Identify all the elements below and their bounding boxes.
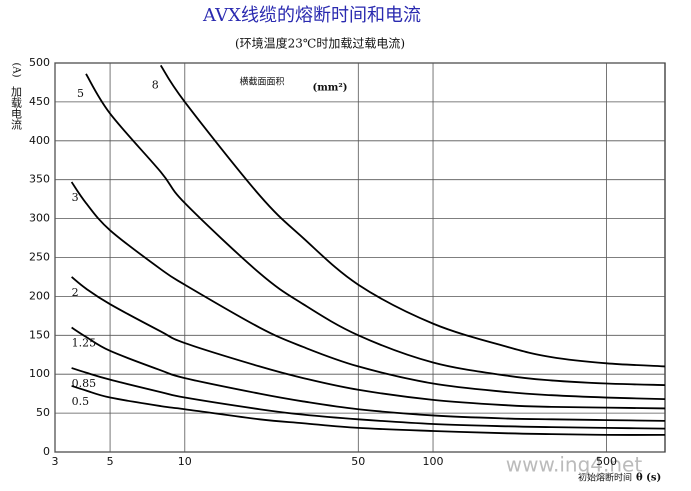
- y-tick-label: 100: [29, 367, 50, 380]
- y-tick-label: 200: [29, 289, 50, 302]
- series-label: 0.5: [72, 395, 90, 408]
- x-axis-unit: θ (s): [636, 473, 661, 484]
- series-label: 3: [72, 191, 79, 204]
- x-axis-label: 初始熔断时间: [578, 472, 632, 484]
- y-axis-label: 加载电流: [10, 86, 23, 130]
- series-line: [71, 385, 666, 436]
- series-label: 5: [77, 87, 84, 100]
- x-tick-label: 10: [178, 455, 192, 468]
- y-tick-label: 300: [29, 212, 50, 225]
- series-line: [71, 326, 666, 422]
- series-label: 8: [152, 78, 159, 91]
- y-tick-label: 500: [29, 56, 50, 69]
- series-line: [159, 64, 666, 368]
- series-label: 2: [72, 286, 79, 299]
- y-tick-label: 150: [29, 328, 50, 341]
- series-line: [71, 367, 666, 430]
- chart-title: AVX线缆的熔断时间和电流: [202, 5, 421, 26]
- y-axis-unit: (A): [11, 62, 22, 77]
- y-tick-label: 450: [29, 95, 50, 108]
- y-tick-label: 350: [29, 173, 50, 186]
- series-line: [70, 181, 666, 400]
- x-tick-label: 50: [351, 455, 365, 468]
- series-label: 1.25: [72, 337, 97, 350]
- chart-subtitle: (环境温度23℃时加载过载电流): [235, 36, 405, 51]
- x-tick-label: 3: [52, 455, 59, 468]
- x-tick-label: 100: [423, 455, 444, 468]
- series-label: 0.85: [72, 377, 97, 390]
- y-tick-label: 0: [43, 445, 50, 458]
- y-tick-label: 250: [29, 251, 50, 264]
- series-line: [85, 73, 666, 386]
- annotation: 横截面面积: [239, 76, 284, 88]
- x-tick-label: 5: [107, 455, 114, 468]
- watermark: www.ing4.net: [506, 453, 643, 477]
- y-tick-label: 400: [29, 134, 50, 147]
- x-tick-label: 500: [596, 455, 617, 468]
- y-tick-label: 50: [36, 406, 50, 419]
- series-line: [71, 276, 666, 410]
- annotation: (mm²): [312, 83, 347, 94]
